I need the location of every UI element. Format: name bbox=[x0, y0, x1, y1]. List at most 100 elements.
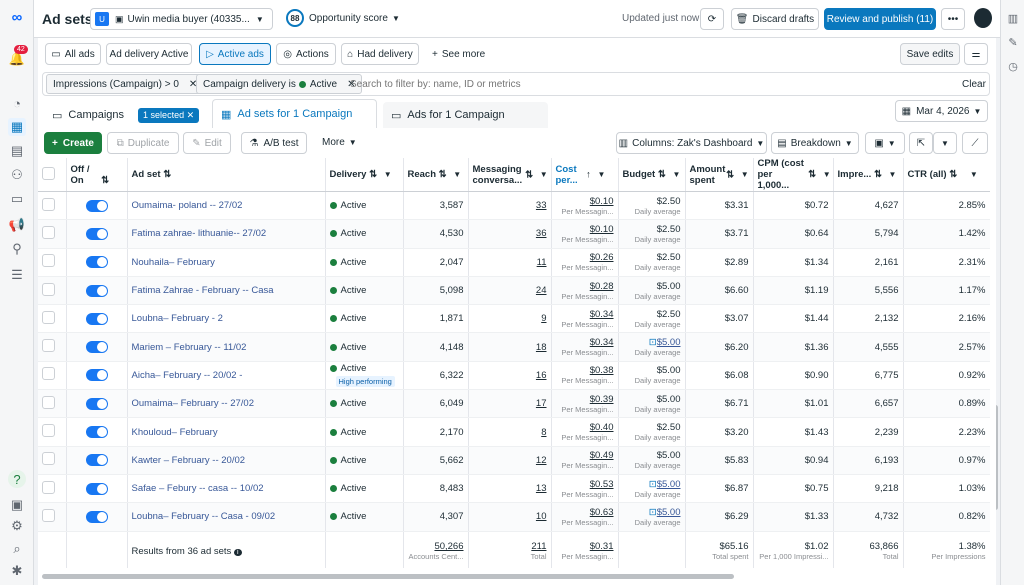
sort-icon[interactable]: ⇅ bbox=[163, 169, 172, 180]
cost-value[interactable]: $0.49 bbox=[589, 450, 614, 462]
row-select-cell[interactable] bbox=[38, 502, 67, 532]
row-messaging-cell[interactable]: 24 bbox=[468, 276, 552, 306]
sort-icon[interactable]: ⇅ bbox=[657, 169, 666, 180]
adset-name-link[interactable]: Kawter – February -- 20/02 bbox=[131, 454, 246, 466]
report-icon[interactable]: ▣ bbox=[10, 497, 24, 512]
adset-name-link[interactable]: Mariem – February -- 11/02 bbox=[131, 341, 247, 353]
chevron-down-icon[interactable]: ▼ bbox=[740, 170, 749, 180]
more-button[interactable]: More ▼ bbox=[322, 137, 357, 148]
chevron-down-icon[interactable]: ▼ bbox=[969, 170, 978, 179]
adset-name-link[interactable]: Oumaima- poland -- 27/02 bbox=[131, 200, 243, 212]
messaging-value[interactable]: 24 bbox=[535, 285, 547, 297]
cost-value[interactable]: $0.28 bbox=[589, 280, 614, 292]
header-adset[interactable]: Ad set ⇅ bbox=[127, 158, 326, 192]
row-checkbox[interactable] bbox=[42, 282, 55, 296]
row-messaging-cell[interactable]: 33 bbox=[468, 191, 552, 221]
chevron-down-icon[interactable]: ▼ bbox=[539, 170, 548, 180]
row-adset-name-cell[interactable]: Khouloud– February bbox=[127, 417, 326, 447]
row-on-off-toggle[interactable] bbox=[85, 510, 108, 523]
messaging-value[interactable]: 10 bbox=[535, 511, 547, 523]
search-icon[interactable]: ⌕ bbox=[13, 541, 21, 556]
row-checkbox[interactable] bbox=[42, 367, 55, 381]
row-checkbox[interactable] bbox=[42, 225, 55, 239]
row-budget-cell[interactable]: $5.00 Daily average bbox=[618, 361, 686, 391]
row-on-off-toggle[interactable] bbox=[85, 454, 108, 467]
row-adset-name-cell[interactable]: Loubna– February -- Casa - 09/02 bbox=[127, 502, 326, 532]
tab-adsets[interactable]: ▦ Ad sets for 1 Campaign bbox=[212, 99, 377, 128]
row-select-cell[interactable] bbox=[38, 361, 67, 391]
share-icon[interactable]: ⚲ bbox=[12, 241, 22, 256]
row-on-off-toggle[interactable] bbox=[85, 482, 108, 495]
sort-icon[interactable]: ⇅ bbox=[438, 169, 447, 180]
budget-value-wrap[interactable]: $5.00 bbox=[623, 394, 681, 405]
reports-dropdown[interactable]: ▣ ▼ bbox=[865, 132, 905, 154]
select-all-checkbox[interactable] bbox=[42, 166, 55, 180]
row-adset-name-cell[interactable]: Oumaima- poland -- 27/02 bbox=[127, 191, 326, 221]
chevron-down-icon[interactable]: ▼ bbox=[672, 170, 681, 179]
profile-avatar[interactable] bbox=[974, 8, 992, 28]
chevron-down-icon[interactable]: ▼ bbox=[888, 170, 897, 179]
row-checkbox[interactable] bbox=[42, 480, 55, 494]
megaphone-icon[interactable]: 📢 bbox=[8, 217, 26, 232]
header-cpm[interactable]: CPM (cost per 1,000... ⇅ ▼ bbox=[753, 158, 834, 192]
export-dropdown[interactable]: ▼ bbox=[933, 132, 957, 154]
budget-value-wrap[interactable]: $5.00 bbox=[623, 365, 681, 376]
row-select-cell[interactable] bbox=[38, 474, 67, 504]
adset-name-link[interactable]: Fatima Zahrae - February -- Casa bbox=[131, 285, 274, 297]
row-toggle-cell[interactable] bbox=[66, 361, 128, 391]
row-on-off-toggle[interactable] bbox=[85, 199, 108, 212]
row-budget-cell[interactable]: ⊡$5.00 Daily average bbox=[618, 332, 686, 362]
table-row[interactable]: Oumaima- poland -- 27/02 Active 3,587 33 $0.… bbox=[38, 191, 990, 221]
row-on-off-toggle[interactable] bbox=[85, 369, 108, 382]
row-budget-cell[interactable]: $2.50 Daily average bbox=[618, 304, 686, 334]
row-budget-cell[interactable]: ⊡$5.00 Daily average bbox=[618, 474, 686, 504]
pages-icon[interactable]: ▤ bbox=[10, 143, 24, 158]
chevron-down-icon[interactable]: ▼ bbox=[822, 170, 831, 180]
tab-ads[interactable]: ▭ Ads for 1 Campaign bbox=[383, 102, 548, 128]
row-checkbox[interactable] bbox=[42, 197, 55, 211]
menu-icon[interactable]: ☰ bbox=[11, 267, 23, 282]
budget-value-wrap[interactable]: ⊡$5.00 bbox=[623, 337, 681, 348]
dashboard-icon[interactable]: ◔ bbox=[13, 95, 21, 111]
row-budget-cell[interactable]: $5.00 Daily average bbox=[618, 389, 686, 419]
cost-value[interactable]: $0.53 bbox=[589, 478, 614, 490]
adset-name-link[interactable]: Khouloud– February bbox=[131, 426, 218, 438]
budget-value-wrap[interactable]: $5.00 bbox=[623, 450, 681, 461]
settings-icon[interactable]: ⚙ bbox=[11, 518, 23, 533]
header-messaging[interactable]: Messaging conversa... ⇅ ▼ bbox=[468, 158, 552, 192]
create-button[interactable]: + Create bbox=[44, 132, 102, 154]
adset-name-link[interactable]: Aicha– February -- 20/02 - bbox=[131, 369, 243, 381]
clear-filters-button[interactable]: Clear bbox=[962, 79, 986, 90]
header-reach[interactable]: Reach ⇅ ▼ bbox=[403, 158, 469, 192]
sort-ascending-icon[interactable]: ↑ bbox=[586, 169, 591, 181]
row-on-off-toggle[interactable] bbox=[85, 341, 108, 354]
filter-all-ads[interactable]: ▭ All ads bbox=[45, 43, 101, 65]
breakdown-dropdown[interactable]: ▤ Breakdown ▼ bbox=[771, 132, 859, 154]
duplicate-button[interactable]: ⧉ Duplicate bbox=[107, 132, 179, 154]
cost-value[interactable]: $0.38 bbox=[589, 365, 614, 377]
messaging-value[interactable]: 17 bbox=[535, 398, 547, 410]
row-checkbox[interactable] bbox=[42, 452, 55, 466]
row-checkbox[interactable] bbox=[42, 310, 55, 324]
row-messaging-cell[interactable]: 18 bbox=[468, 332, 552, 362]
budget-value-wrap[interactable]: $2.50 bbox=[623, 252, 681, 263]
row-budget-cell[interactable]: $2.50 Daily average bbox=[618, 248, 686, 277]
table-row[interactable]: Oumaima– February -- 27/02 Active 6,049 17 $… bbox=[38, 389, 990, 419]
row-budget-cell[interactable]: $2.50 Daily average bbox=[618, 191, 686, 221]
row-on-off-toggle[interactable] bbox=[85, 397, 108, 410]
header-budget[interactable]: Budget ⇅ ▼ bbox=[618, 158, 686, 192]
header-ctr[interactable]: CTR (all) ⇅ ▼ bbox=[903, 158, 990, 192]
table-row[interactable]: Nouhaila– February Active 2,047 11 $0.26 Per … bbox=[38, 248, 990, 277]
row-adset-name-cell[interactable]: Oumaima– February -- 27/02 bbox=[127, 389, 326, 419]
filter-ad-delivery-active[interactable]: Ad delivery Active bbox=[106, 43, 192, 65]
row-messaging-cell[interactable]: 36 bbox=[468, 219, 552, 249]
save-edits-button[interactable]: Save edits bbox=[900, 43, 960, 65]
table-row[interactable]: Loubna– February -- Casa - 09/02 Active 4,… bbox=[38, 502, 990, 532]
row-budget-cell[interactable]: $2.50 Daily average bbox=[618, 219, 686, 249]
row-messaging-cell[interactable]: 17 bbox=[468, 389, 552, 419]
row-on-off-toggle[interactable] bbox=[85, 256, 108, 269]
adset-name-link[interactable]: Safae – Febury -- casa -- 10/02 bbox=[131, 483, 264, 495]
discard-drafts-button[interactable]: 🗑 Discard drafts bbox=[731, 8, 819, 30]
pencil-icon[interactable]: ✎ bbox=[1008, 37, 1018, 49]
sort-icon[interactable]: ⇅ bbox=[949, 169, 958, 180]
